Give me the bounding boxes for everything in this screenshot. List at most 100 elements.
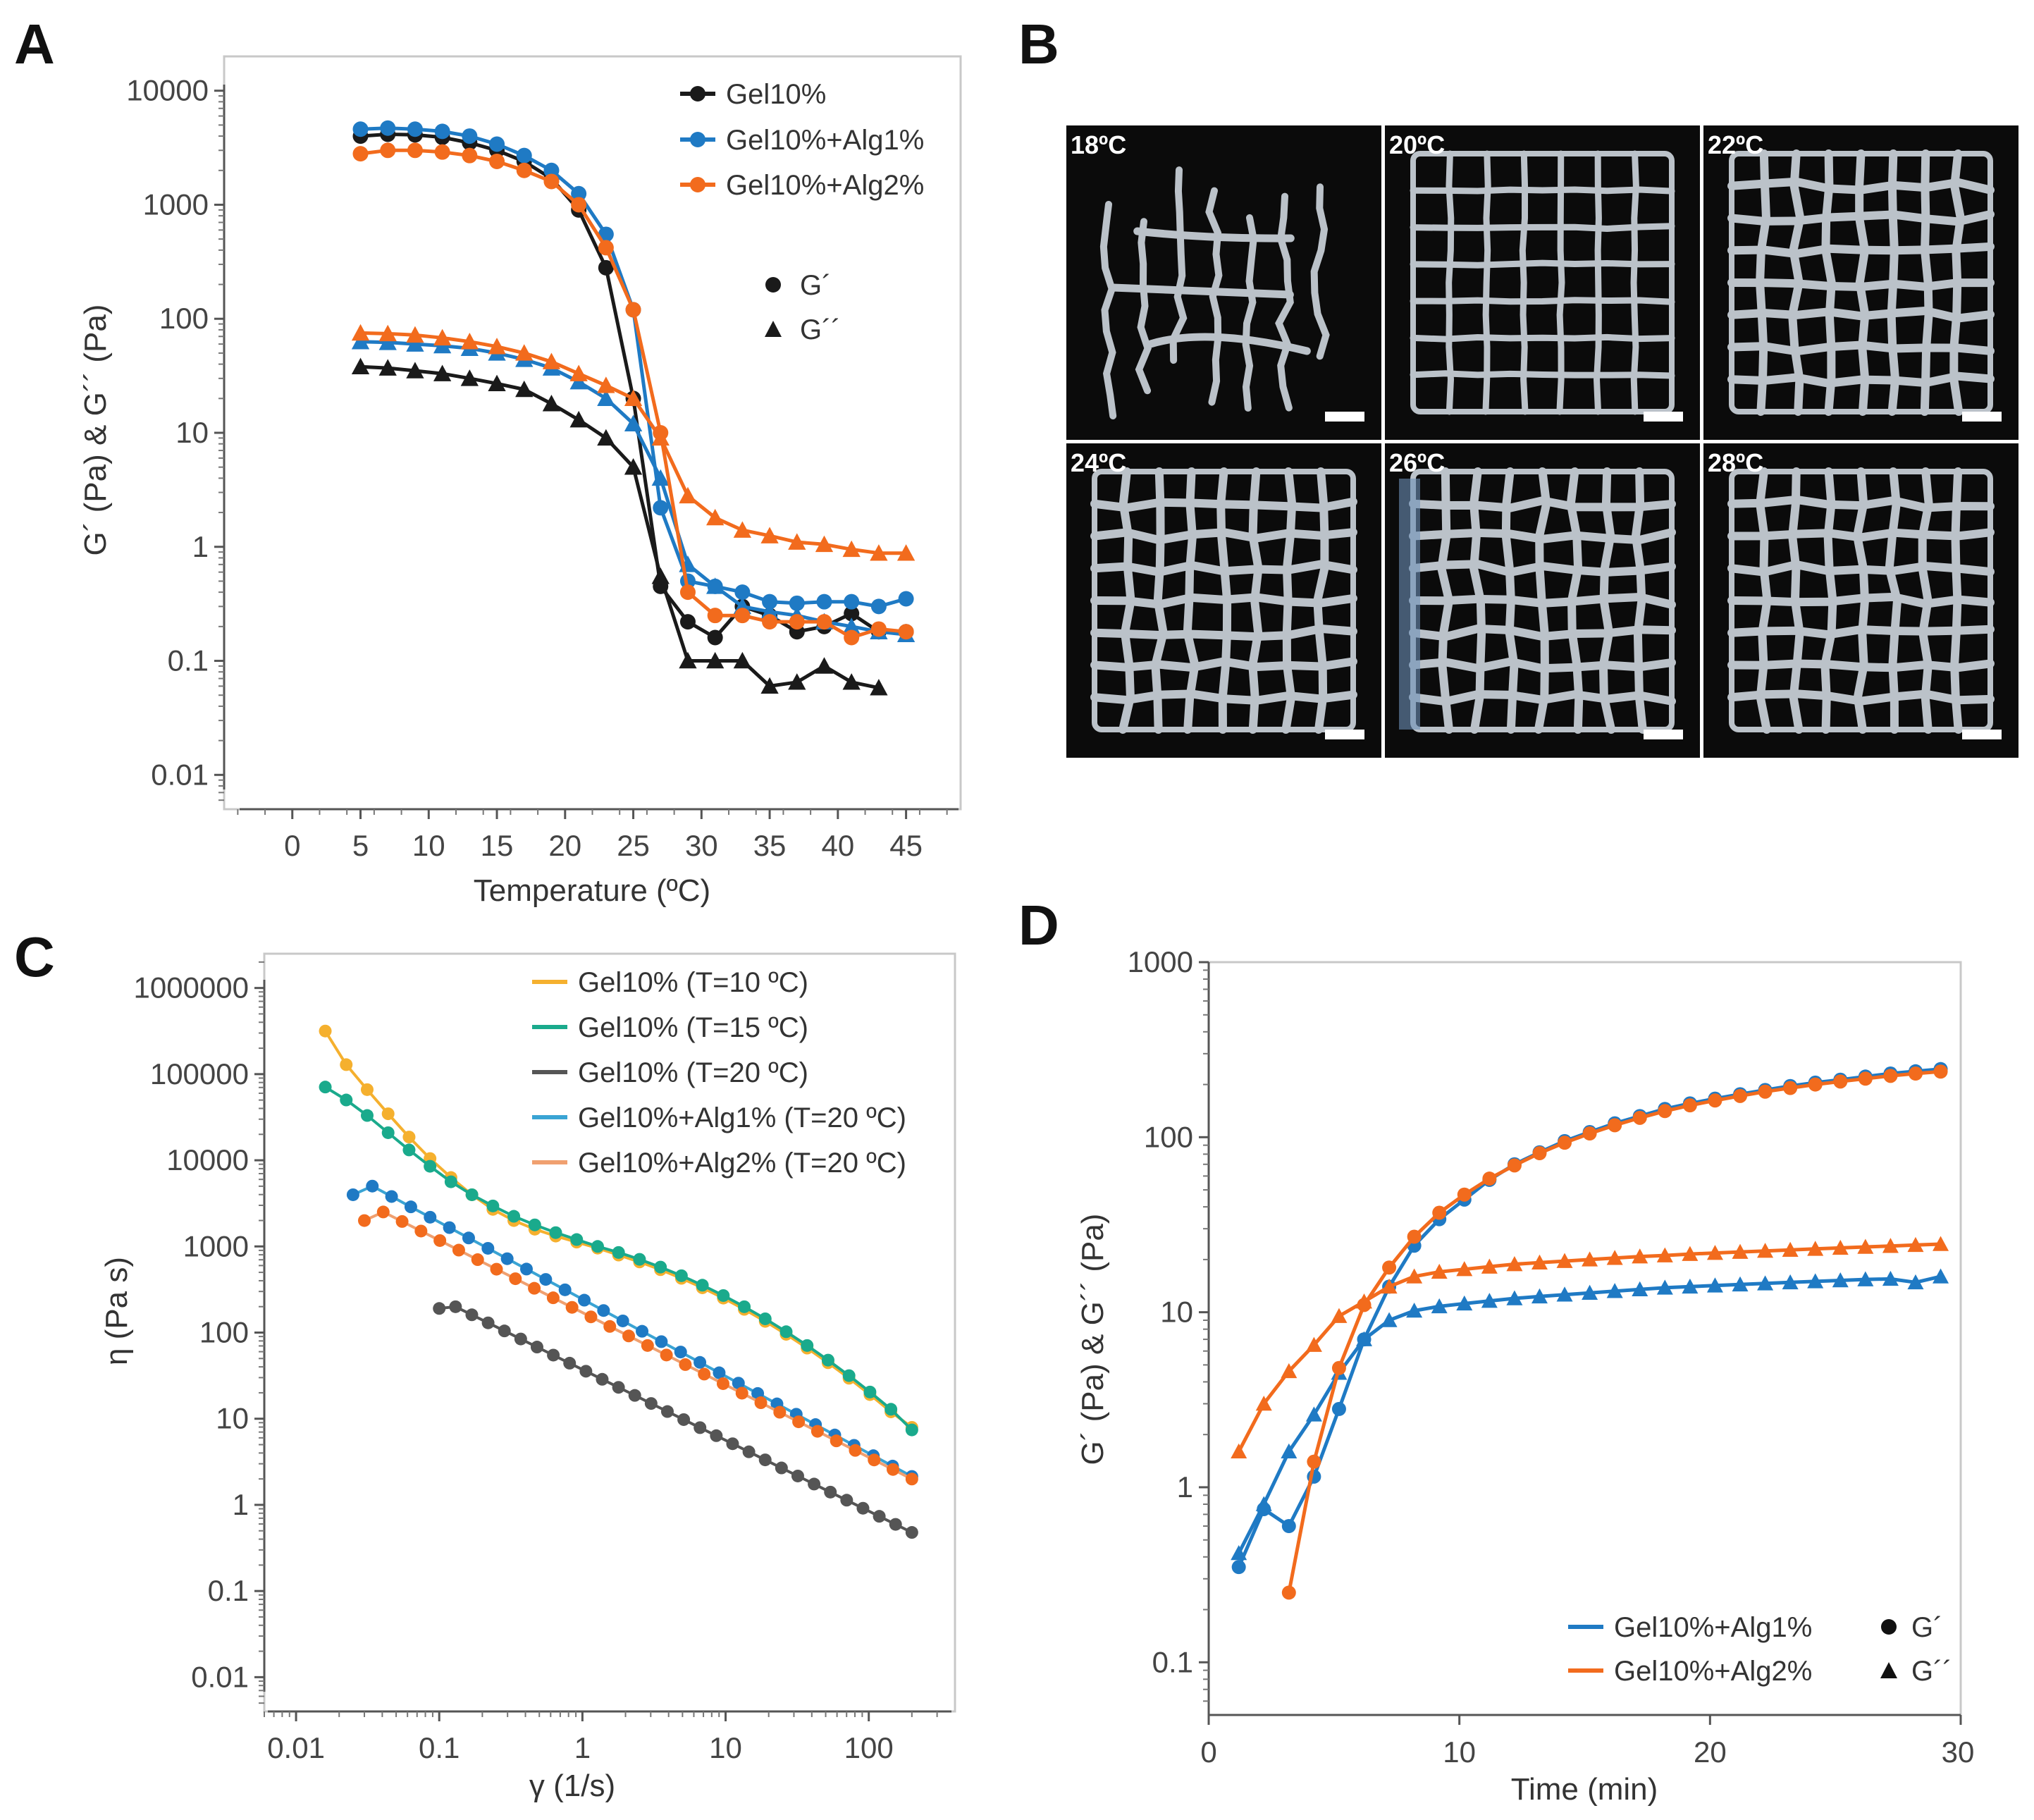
photo-5-line-h-5 [1727, 625, 1995, 639]
chart-a-series-5-point-4 [460, 333, 479, 350]
chart-c-series-1-point-26 [863, 1385, 877, 1398]
chart-c-series-2-point-16 [694, 1421, 707, 1434]
chart-a-series-2-point-19 [870, 598, 887, 615]
photo-1-line-v-2 [1482, 150, 1491, 415]
chart-c-series-1-point-1 [340, 1093, 353, 1107]
chart-a-series-1-point-19 [870, 679, 888, 696]
legend-c-label-1: Gel10% (T=15 ºC) [578, 1012, 808, 1043]
photo-3-line-h-7 [1090, 689, 1357, 705]
chart-a-xtick-label-3: 15 [481, 829, 514, 862]
chart-c-series-3-point-20 [732, 1377, 745, 1390]
chart-a-ytick-label-3: 10 [175, 416, 209, 449]
chart-c-series-4-point-1 [376, 1205, 390, 1219]
chart-c-series-4-point-28 [887, 1463, 900, 1476]
chart-c-xtick-label-0: 0.01 [267, 1731, 325, 1764]
chart-d-series-1-point-5 [1356, 1331, 1373, 1346]
chart-d-series-2-point-13 [1608, 1118, 1622, 1133]
photo-0: 18ºC [1066, 125, 1381, 440]
legend-d-marker-g-prime [1881, 1619, 1897, 1635]
chart-a-xtick-label-9: 45 [889, 829, 923, 862]
legend-a-label-alg2: Gel10%+Alg2% [726, 170, 924, 201]
chart-c-xtick-label-1: 0.1 [419, 1731, 460, 1764]
chart-a-temperature-sweep: 0.01 0.1 1 10 100 1000 10000 0 5 10 15 20 25 30 35 40 45… [78, 55, 962, 908]
chart-c-series-2-point-4 [498, 1324, 511, 1338]
chart-a-series-4-point-1 [380, 142, 396, 159]
chart-d-series-2-point-26 [1933, 1064, 1948, 1079]
chart-a-xtick-label-1: 5 [352, 829, 369, 862]
legend-d-label-alg2: Gel10%+Alg2% [1614, 1656, 1812, 1687]
photo-5-line-h-6 [1727, 659, 1995, 672]
chart-d-series-1-point-11 [1506, 1290, 1523, 1305]
chart-c-series-3-point-14 [616, 1314, 629, 1327]
chart-a-series-2-point-3 [434, 123, 450, 140]
chart-c-series-4-point-19 [716, 1377, 729, 1390]
chart-c-series-2-point-25 [840, 1494, 853, 1507]
photo-0-strand-v-2 [1169, 166, 1188, 364]
chart-d-series-2-point-12 [1582, 1126, 1597, 1141]
chart-c-series-4-line [364, 1210, 913, 1481]
chart-c-series-3-point-9 [519, 1262, 533, 1276]
chart-c-series-1-point-14 [612, 1246, 625, 1259]
chart-c-series-4-point-20 [735, 1386, 748, 1400]
photo-0-strand-v-5 [1275, 192, 1294, 412]
legend-c-label-3: Gel10%+Alg1% (T=20 ºC) [578, 1102, 906, 1133]
chart-a-series-4-point-9 [598, 240, 614, 256]
photo-1-label: 20ºC [1389, 130, 1445, 159]
chart-a-series-2-point-1 [380, 120, 396, 136]
chart-d-series-2-point-23 [1858, 1071, 1873, 1086]
chart-d-series-3-point-1 [1255, 1395, 1272, 1411]
photo-3-label: 24ºC [1071, 448, 1126, 477]
chart-c-series-2-point-11 [612, 1381, 625, 1394]
chart-d-series-2-point-11 [1558, 1136, 1572, 1150]
chart-c-series-1-point-25 [842, 1369, 856, 1382]
photo-3-line-h-4 [1090, 593, 1357, 609]
chart-d-series-1-point-2 [1281, 1443, 1298, 1459]
chart-d-series-3-line [1237, 1242, 1941, 1453]
chart-a-series-3-point-2 [406, 335, 424, 352]
chart-d-ylabel: G´ (Pa) & G´´ (Pa) [1075, 1214, 1110, 1465]
chart-c-series-2-point-10 [596, 1372, 609, 1386]
chart-c-ytick-label-7: 100000 [150, 1057, 249, 1090]
chart-c-legend: Gel10% (T=10 ºC) Gel10% (T=15 ºC) Gel10% (… [532, 967, 906, 1179]
chart-a-series-5-point-13 [706, 508, 725, 526]
chart-c-series-2-point-26 [856, 1501, 870, 1515]
chart-a-series-1-point-1 [378, 359, 397, 376]
chart-d-series-3-point-5 [1356, 1293, 1373, 1309]
chart-c-viscosity: 0.01 0.1 1 10 100 1000 10000 100000 1000000 0.01 0… [99, 952, 956, 1803]
chart-c-xtick-label-2: 1 [574, 1731, 591, 1764]
photo-1-scale-bar [1644, 412, 1683, 422]
chart-c-series-0-point-0 [319, 1024, 332, 1038]
chart-c-series-1-point-21 [758, 1312, 772, 1325]
chart-c-series-1-point-23 [801, 1339, 814, 1352]
chart-d-series-1-point-3 [1305, 1406, 1322, 1422]
chart-a-series-3-point-1 [378, 333, 397, 350]
chart-c-series-3-point-15 [636, 1324, 649, 1338]
legend-a-marker-alg2 [690, 177, 705, 192]
chart-c-series-2-point-18 [726, 1437, 739, 1451]
chart-d-ytick-label-3: 100 [1144, 1120, 1193, 1153]
chart-d-series-3-point-10 [1481, 1258, 1498, 1274]
chart-d-xtick-label-1: 10 [1443, 1735, 1476, 1769]
chart-a-series-5-point-20 [896, 544, 916, 561]
chart-a-series-5-point-12 [679, 486, 697, 504]
chart-a-series-1-point-17 [815, 657, 834, 674]
chart-c-series-1-point-20 [738, 1300, 751, 1313]
photo-2-line-h-6 [1727, 340, 1995, 356]
chart-a-series-5-point-8 [569, 364, 588, 381]
photo-0-strand-h-1 [1109, 283, 1294, 299]
chart-a-ytick-label-6: 10000 [126, 74, 209, 107]
chart-a-series-5-point-2 [406, 326, 424, 343]
photo-5-line-v-6 [1918, 467, 1933, 734]
chart-c-series-3-point-4 [424, 1210, 437, 1224]
chart-a-series-4-point-2 [407, 142, 423, 159]
chart-c-series-0-line [323, 1030, 913, 1429]
chart-a-ytick-label-2: 1 [192, 530, 209, 563]
legend-d-label-alg1: Gel10%+Alg1% [1614, 1612, 1812, 1643]
photo-1-line-h-4 [1410, 297, 1675, 305]
chart-c-xlabel: γ (1/s) [529, 1769, 615, 1803]
chart-a-series-2-point-6 [516, 147, 532, 164]
photo-1: 20ºC [1385, 125, 1700, 440]
chart-a-series-0-point-12 [679, 614, 696, 630]
chart-a-series-4-point-16 [789, 614, 805, 630]
chart-a-series-5-point-17 [815, 535, 834, 553]
